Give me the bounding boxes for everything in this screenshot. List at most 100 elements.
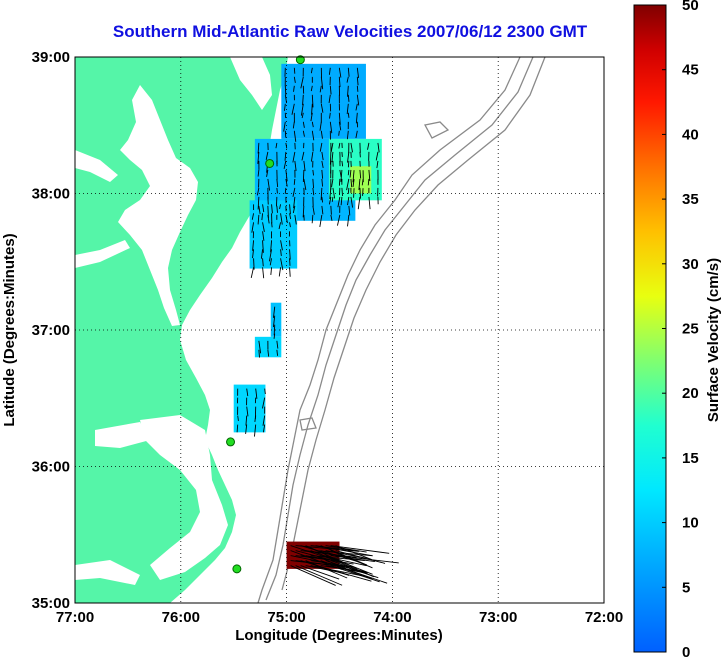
y-axis-label: Latitude (Degrees:Minutes) <box>1 233 18 426</box>
velocity-vector <box>329 187 332 200</box>
velocity-vector <box>302 94 304 106</box>
velocity-vector <box>271 204 273 214</box>
velocity-vector <box>312 205 315 215</box>
velocity-vector <box>254 415 257 422</box>
velocity-vector <box>269 258 273 266</box>
velocity-vector <box>237 415 239 421</box>
velocity-vector <box>280 213 283 225</box>
velocity-cell <box>350 166 372 194</box>
velocity-vector <box>289 204 291 215</box>
velocity-vector <box>284 103 286 111</box>
velocity-vector <box>319 214 323 227</box>
velocity-vector <box>301 112 304 119</box>
velocity-vector <box>321 151 324 161</box>
velocity-vector <box>350 178 353 188</box>
velocity-vector <box>319 142 323 152</box>
colorbar-label: Surface Velocity (cm/s) <box>705 258 722 422</box>
velocity-vector <box>245 424 248 435</box>
velocity-vector <box>362 188 364 196</box>
velocity-vector <box>262 231 265 241</box>
velocity-vector <box>305 555 354 565</box>
velocity-vector <box>335 560 375 578</box>
velocity-vector <box>280 240 283 251</box>
velocity-vector <box>257 151 260 165</box>
velocity-vector <box>262 424 266 433</box>
velocity-vector <box>347 112 350 118</box>
velocity-vector <box>335 555 399 564</box>
velocity-vector <box>262 240 264 253</box>
grid-lines <box>75 57 604 603</box>
y-tick-label: 36:00 <box>32 459 70 476</box>
velocity-vector <box>331 178 334 188</box>
velocity-vector <box>289 267 291 277</box>
bathymetry-contours <box>257 56 546 604</box>
land-mass <box>75 57 288 603</box>
velocity-vector <box>276 187 278 194</box>
velocity-vector <box>261 213 264 221</box>
velocity-cell <box>281 63 366 139</box>
velocity-vector <box>337 214 341 226</box>
velocity-vector <box>265 151 269 160</box>
velocity-vector <box>367 142 370 150</box>
velocity-vector <box>320 555 367 567</box>
velocity-vector <box>321 169 324 179</box>
velocity-vector <box>300 103 304 116</box>
velocity-vector <box>376 160 379 169</box>
velocity-vector <box>368 196 371 210</box>
x-tick-label: 75:00 <box>267 609 305 626</box>
velocity-vector <box>350 142 353 153</box>
velocity-vector <box>293 76 296 83</box>
velocity-vector <box>264 388 266 395</box>
velocity-vector <box>275 142 278 149</box>
velocity-vector <box>290 545 342 563</box>
velocity-vector <box>291 103 295 115</box>
velocity-vector <box>300 76 304 89</box>
velocity-cell <box>270 302 282 337</box>
velocity-vector <box>257 142 260 154</box>
velocity-vector <box>321 178 324 187</box>
velocity-vector <box>257 214 260 225</box>
velocity-vector <box>347 187 350 194</box>
colorbar-tick-label: 50 <box>682 0 699 14</box>
colorbar-tick-label: 25 <box>682 321 699 338</box>
velocity-vector <box>329 85 332 95</box>
velocity-vector <box>356 76 359 86</box>
velocity-vector <box>310 67 313 74</box>
velocity-vector <box>367 178 370 186</box>
y-tick-label: 37:00 <box>32 322 70 339</box>
velocity-vector <box>262 222 265 232</box>
velocity-vector <box>377 142 380 153</box>
velocity-vector <box>266 169 269 177</box>
colorbar-tick-label: 15 <box>682 450 699 467</box>
velocity-vector <box>355 130 358 139</box>
radar-stations <box>226 55 305 574</box>
colorbar-tick-label: 35 <box>682 191 699 208</box>
velocity-vector <box>346 103 349 115</box>
velocity-vector <box>319 85 322 93</box>
velocity-vector <box>340 196 343 206</box>
velocity-vector <box>292 187 296 197</box>
velocity-vector <box>321 160 324 169</box>
velocity-vector <box>329 121 333 134</box>
velocity-vector <box>311 103 313 115</box>
velocity-vector <box>346 178 350 191</box>
velocity-vector <box>280 249 282 257</box>
velocity-vector <box>245 415 248 426</box>
velocity-vector <box>347 85 349 97</box>
velocity-vectors <box>236 67 399 586</box>
velocity-vector <box>332 187 336 199</box>
colorbar-tick-label: 30 <box>682 256 699 273</box>
velocity-vector <box>359 169 362 179</box>
velocity-vector <box>368 169 371 182</box>
velocity-vector <box>267 349 270 357</box>
velocity-vector <box>347 169 350 176</box>
velocity-vector <box>250 267 255 279</box>
x-tick-label: 74:00 <box>373 609 411 626</box>
velocity-vector <box>293 178 296 185</box>
velocity-vector <box>301 151 305 161</box>
velocity-vector <box>236 424 239 433</box>
velocity-vector <box>276 340 279 349</box>
velocity-vector <box>272 306 276 318</box>
station-marker <box>295 55 305 65</box>
velocity-vector <box>289 213 292 220</box>
